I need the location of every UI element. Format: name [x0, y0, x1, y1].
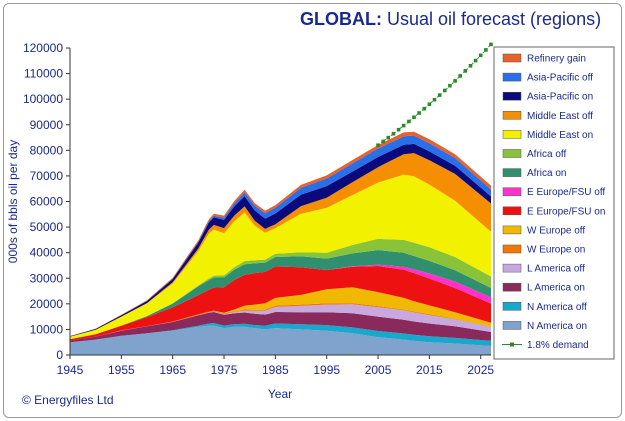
y-tick-label-4: 40000 — [30, 246, 64, 260]
legend-swatch-14 — [502, 321, 522, 330]
x-axis-label: Year — [268, 387, 292, 401]
y-tick-label-1: 10000 — [30, 322, 64, 336]
demand-point-13 — [443, 88, 447, 93]
legend-label-12: L America on — [527, 283, 585, 294]
y-tick-label-10: 100000 — [23, 92, 63, 106]
y-axis-label: 000s of bbls oil per day — [6, 140, 20, 263]
demand-point-7 — [412, 115, 416, 120]
legend-label-6: Africa on — [527, 168, 566, 179]
legend-swatch-7 — [502, 187, 522, 196]
legend-swatch-12 — [502, 282, 522, 292]
legend-swatch-2 — [502, 91, 522, 101]
legend: Refinery gain Asia-Pacific off Asia-Pacifi… — [493, 46, 615, 360]
area-series-6 — [70, 266, 491, 341]
demand-point-9 — [422, 106, 427, 111]
legend-label-1: Asia-Pacific off — [527, 73, 593, 84]
legend-label-11: L America off — [527, 264, 585, 275]
legend-label-9: W Europe off — [527, 225, 585, 236]
demand-point-10 — [427, 102, 432, 106]
legend-swatch-4 — [502, 130, 522, 139]
y-tick-label-7: 70000 — [30, 169, 64, 183]
legend-swatch-1 — [502, 72, 522, 82]
legend-label-10: W Europe on — [527, 245, 585, 256]
demand-point-1 — [381, 139, 385, 144]
y-tick-label-12: 120000 — [23, 41, 63, 55]
demand-point-6 — [407, 119, 411, 124]
chart-title-rest: Usual oil forecast (regions) — [381, 9, 602, 29]
y-tick-label-9: 90000 — [30, 118, 64, 132]
area-series-12 — [70, 143, 491, 337]
area-series-2 — [70, 312, 491, 343]
legend-swatch-9 — [502, 225, 522, 235]
y-tick-label-11: 110000 — [24, 67, 63, 81]
legend-label-7: E Europe/FSU off — [527, 187, 605, 198]
x-tick-label-4: 1985 — [262, 363, 289, 377]
demand-point-20 — [478, 53, 483, 58]
legend-swatch-5 — [502, 149, 522, 158]
demand-point-3 — [391, 131, 396, 136]
demand-point-16 — [458, 74, 462, 78]
demand-point-18 — [468, 64, 473, 68]
legend-label-4: Middle East on — [527, 130, 593, 141]
area-series-13 — [70, 135, 491, 337]
demand-point-15 — [453, 79, 457, 83]
y-tick-label-0: 0 — [56, 348, 63, 362]
demand-point-11 — [432, 97, 437, 102]
x-tick-label-6: 2005 — [365, 363, 392, 377]
x-tick-label-3: 1975 — [211, 363, 238, 377]
legend-label-14: N America on — [527, 321, 587, 332]
x-tick-label-7: 2015 — [416, 363, 443, 377]
legend-label-0: Refinery gain — [527, 54, 586, 65]
area-series-5 — [70, 287, 491, 341]
demand-point-12 — [437, 93, 442, 97]
x-tick-label-5: 1995 — [313, 363, 340, 377]
x-tick-label-1: 1955 — [108, 363, 135, 377]
y-tick-label-8: 80000 — [30, 143, 64, 157]
legend-label-5: Africa off — [527, 149, 566, 160]
demand-point-2 — [386, 135, 391, 140]
legend-label-15: 1.8% demand — [527, 340, 589, 351]
demand-point-5 — [401, 123, 406, 128]
legend-marker-swatch — [510, 342, 514, 347]
demand-point-22 — [489, 42, 493, 47]
y-tick-label-2: 20000 — [30, 297, 64, 311]
area-series-0 — [70, 325, 491, 355]
legend-label-13: N America off — [527, 302, 587, 313]
demand-point-4 — [396, 127, 401, 132]
demand-point-19 — [473, 58, 478, 63]
x-tick-label-0: 1945 — [57, 363, 84, 377]
chart-title-bold: GLOBAL: — [300, 9, 382, 29]
x-tick-label-2: 1965 — [159, 363, 186, 377]
area-series-10 — [70, 174, 491, 340]
area-series-3 — [70, 304, 491, 341]
legend-swatch-10 — [502, 244, 522, 254]
legend-swatch-11 — [502, 263, 522, 273]
legend-label-3: Middle East off — [527, 111, 593, 122]
axes: 0 10000 20000 30000 40000 50000 60000 70000 8000… — [6, 41, 494, 401]
demand-point-8 — [417, 111, 421, 115]
legend-label-8: E Europe/FSU on — [527, 206, 605, 217]
area-series-1 — [70, 323, 491, 346]
copyright-note: © Energyfiles Ltd — [22, 393, 114, 407]
plot-area — [70, 42, 493, 355]
legend-swatch-13 — [502, 302, 522, 311]
demand-point-21 — [484, 48, 488, 52]
legend-label-2: Asia-Pacific on — [527, 92, 593, 103]
demand-point-17 — [463, 69, 468, 73]
x-tick-label-8: 2025 — [467, 363, 494, 377]
area-series-14 — [70, 131, 491, 337]
area-series-11 — [70, 153, 491, 337]
y-tick-label-5: 50000 — [30, 220, 64, 234]
demand-point-14 — [448, 83, 452, 88]
chart-title: GLOBAL: Usual oil forecast (regions) — [300, 9, 601, 30]
legend-swatch-3 — [502, 111, 522, 120]
y-tick-label-6: 60000 — [30, 195, 64, 209]
legend-swatch-6 — [502, 168, 522, 177]
demand-point-0 — [376, 143, 380, 147]
legend-swatch-8 — [502, 206, 522, 216]
y-tick-label-3: 30000 — [30, 271, 64, 285]
legend-swatch-0 — [502, 53, 522, 63]
